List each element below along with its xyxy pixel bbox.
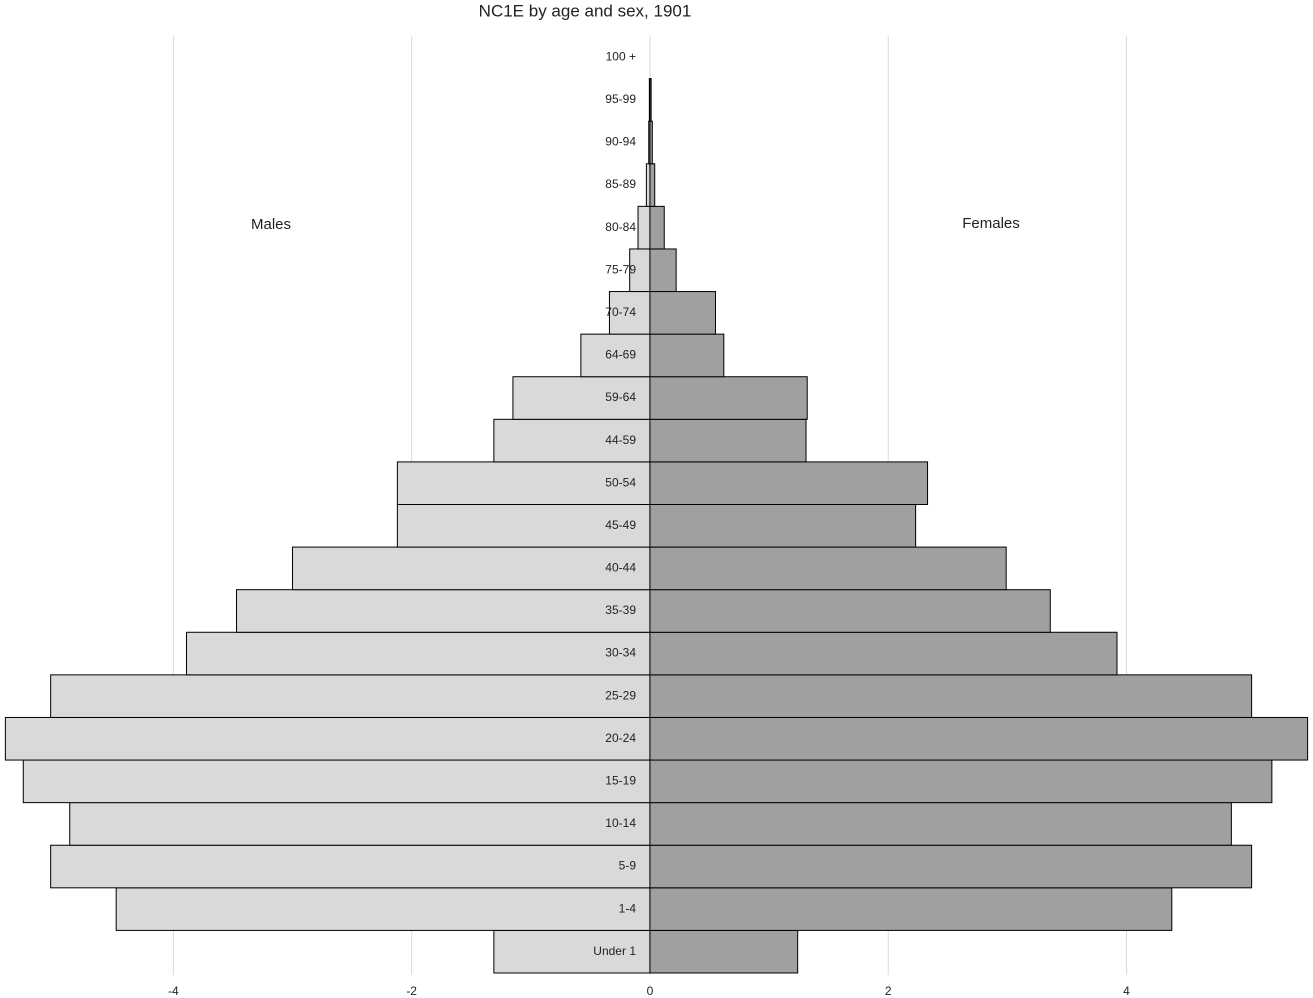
y-tick-label: 30-34 [605, 646, 636, 660]
bar [649, 887, 1173, 931]
bar [649, 546, 1007, 591]
bar [493, 929, 651, 974]
bar [649, 504, 917, 548]
bar [649, 333, 725, 378]
bar [649, 674, 1253, 718]
chart-title: NC1E by age and sex, 1901 [479, 1, 692, 20]
series-label: Females [962, 215, 1020, 232]
x-tick-label: 2 [885, 984, 892, 998]
bar [649, 802, 1232, 846]
x-tick-label: -2 [406, 984, 417, 998]
bar [649, 716, 1309, 761]
bar [50, 674, 651, 718]
y-tick-label: 15-19 [605, 774, 636, 788]
x-tick-label: 0 [647, 984, 654, 998]
bar [649, 205, 665, 250]
bar [292, 546, 651, 591]
y-tick-label: 75-79 [605, 262, 636, 276]
y-tick-label: 25-29 [605, 688, 636, 702]
bar [50, 844, 651, 889]
bar [645, 163, 651, 207]
bar [649, 291, 716, 335]
y-tick-label: 10-14 [605, 816, 636, 830]
bar [649, 759, 1273, 804]
y-tick-label: 50-54 [605, 475, 636, 489]
y-tick-label: 100 + [606, 49, 636, 63]
bar [115, 887, 651, 931]
bar [649, 120, 653, 165]
bar [649, 589, 1051, 633]
bar [649, 248, 677, 293]
y-tick-label: 59-64 [605, 390, 636, 404]
y-tick-label: 85-89 [605, 177, 636, 191]
bar [637, 205, 651, 250]
y-tick-label: 90-94 [605, 135, 636, 149]
y-tick-label: 64-69 [605, 348, 636, 362]
bar [4, 716, 651, 761]
bar [649, 461, 929, 505]
bar [22, 759, 651, 804]
bar [649, 631, 1118, 676]
bar [649, 163, 656, 207]
bar [649, 844, 1253, 889]
bar [649, 929, 799, 974]
x-tick-label: 4 [1123, 984, 1130, 998]
y-tick-label: 1-4 [619, 901, 637, 915]
y-tick-label: 44-59 [605, 433, 636, 447]
y-tick-label: 20-24 [605, 731, 636, 745]
bar [649, 78, 652, 122]
y-tick-label: 80-84 [605, 220, 636, 234]
y-tick-label: 35-39 [605, 603, 636, 617]
bar [69, 802, 651, 846]
series-label: Males [251, 216, 291, 233]
bar [236, 589, 651, 633]
y-tick-label: 95-99 [605, 92, 636, 106]
bar [185, 631, 651, 676]
y-tick-label: 5-9 [619, 859, 637, 873]
y-tick-label: Under 1 [593, 944, 636, 958]
bar [396, 504, 651, 548]
y-tick-label: 40-44 [605, 561, 636, 575]
y-tick-label: 45-49 [605, 518, 636, 532]
y-tick-label: 70-74 [605, 305, 636, 319]
x-tick-label: -4 [168, 984, 179, 998]
bar [649, 376, 808, 420]
bar [649, 418, 807, 463]
